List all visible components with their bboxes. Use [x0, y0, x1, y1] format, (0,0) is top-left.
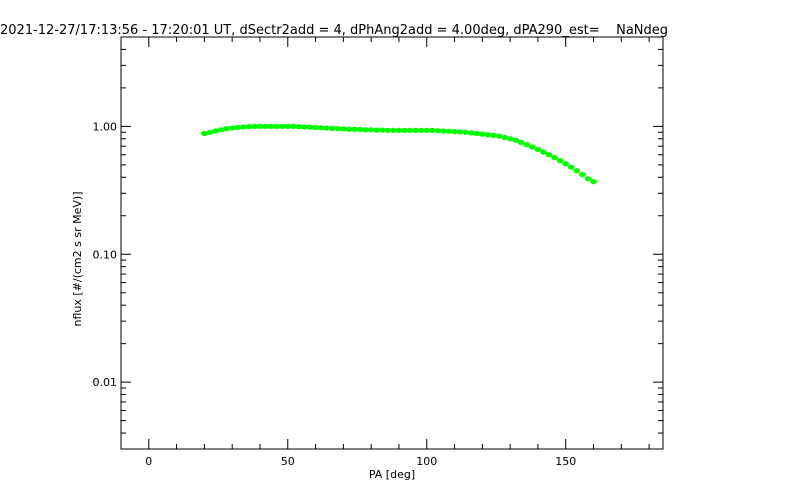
data-point — [312, 124, 319, 131]
y-axis-label: nflux [#/(cm2 s sr MeV)] — [71, 192, 84, 327]
data-point — [506, 136, 514, 142]
data-point — [445, 128, 453, 134]
axes — [120, 36, 664, 450]
data-point — [339, 126, 347, 132]
chart-title: 2021-12-27/17:13:56 - 17:20:01 UT, dSect… — [0, 23, 668, 38]
data-point — [573, 168, 581, 174]
data-point — [284, 123, 292, 129]
data-point — [223, 126, 231, 132]
data-point — [456, 129, 464, 135]
y-tick-label: 0.10 — [93, 248, 118, 261]
data-point — [200, 130, 208, 137]
data-point — [345, 126, 353, 132]
data-point — [473, 130, 481, 137]
axis-tick-labels: 0 50 100 150 0.01 0.10 1.00 — [93, 120, 577, 468]
data-point — [334, 126, 342, 132]
data-point — [434, 128, 442, 134]
data-point — [417, 127, 425, 134]
data-point — [306, 124, 314, 130]
data-point — [384, 127, 392, 134]
data-point — [534, 146, 542, 153]
data-point — [517, 139, 525, 145]
data-point — [562, 161, 570, 167]
data-point — [395, 127, 403, 134]
data-point — [484, 132, 492, 138]
data-point — [495, 133, 503, 139]
x-tick-label: 0 — [145, 455, 152, 468]
x-tick-label: 150 — [555, 455, 576, 468]
x-tick-label: 50 — [281, 455, 295, 468]
x-axis-label: PA [deg] — [369, 468, 415, 481]
data-point — [389, 127, 397, 134]
axis-ticks — [120, 36, 663, 450]
data-point — [467, 130, 475, 136]
data-point — [540, 149, 547, 155]
data-point — [212, 128, 219, 134]
data-point — [451, 129, 458, 135]
data-point — [262, 123, 269, 129]
data-point — [584, 176, 592, 182]
data-point — [278, 123, 286, 129]
data-point — [367, 127, 375, 133]
data-point — [373, 127, 381, 133]
data-point — [267, 123, 275, 129]
data-point — [256, 123, 264, 129]
data-point — [356, 126, 364, 133]
data-point — [478, 131, 486, 137]
data-point — [428, 127, 436, 134]
data-point — [206, 129, 214, 135]
data-point — [401, 127, 408, 134]
data-point — [551, 155, 558, 161]
data-point — [217, 127, 225, 133]
data-point — [512, 137, 520, 143]
data-point — [578, 171, 586, 178]
y-tick-label: 1.00 — [93, 120, 118, 133]
data-point — [239, 124, 247, 130]
plot-frame — [120, 36, 664, 450]
data-point — [245, 124, 253, 130]
data-point — [362, 127, 369, 133]
data-point — [301, 124, 308, 130]
y-tick-label: 0.01 — [93, 376, 118, 389]
data-point — [528, 144, 536, 150]
data-point — [351, 126, 358, 132]
data-point — [412, 127, 420, 134]
data-point — [406, 127, 414, 134]
data-point — [567, 164, 575, 170]
series-points — [200, 123, 597, 185]
data-point — [556, 158, 564, 164]
data-point — [323, 125, 331, 131]
x-tick-label: 100 — [416, 455, 437, 468]
data-point — [501, 134, 508, 141]
data-point — [228, 125, 236, 131]
data-point — [328, 125, 336, 131]
data-point — [378, 127, 386, 133]
data-point — [317, 125, 325, 131]
data-point — [273, 123, 281, 129]
data-point — [523, 142, 531, 148]
data-point — [295, 124, 303, 130]
data-point — [289, 123, 297, 129]
data-point — [440, 128, 447, 134]
data-point — [234, 124, 242, 131]
data-point — [545, 152, 553, 158]
data-point — [251, 123, 258, 129]
data-point — [462, 129, 470, 135]
data-point — [423, 127, 431, 134]
data-point — [590, 178, 597, 185]
data-point — [490, 132, 497, 139]
